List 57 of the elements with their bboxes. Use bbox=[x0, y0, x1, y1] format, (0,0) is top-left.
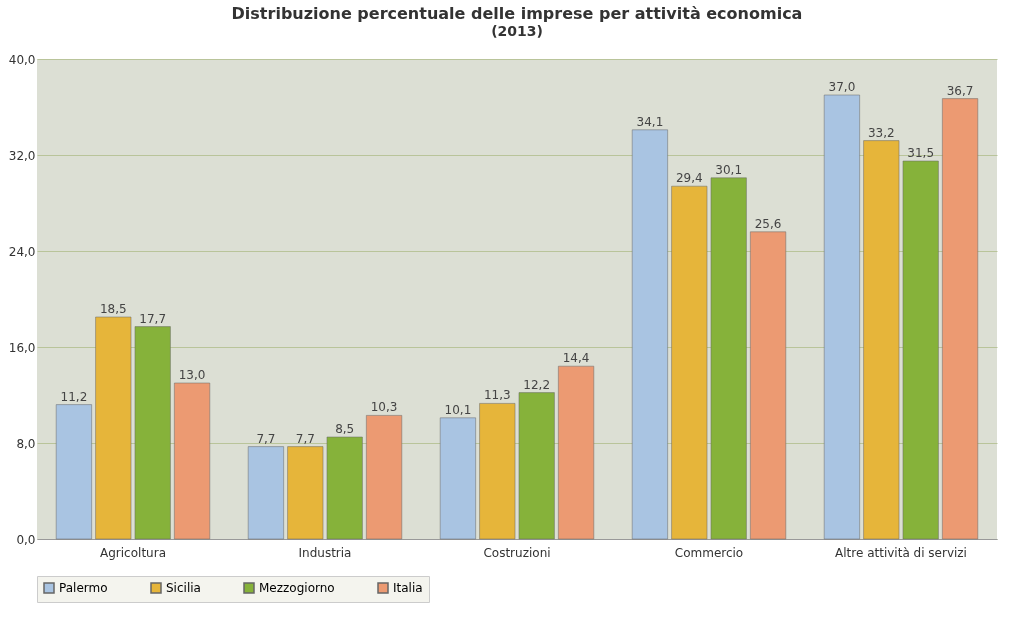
data-label: 10,1 bbox=[444, 402, 472, 417]
bar bbox=[366, 415, 403, 540]
bar bbox=[631, 129, 668, 540]
bar bbox=[55, 404, 92, 540]
bar bbox=[750, 231, 787, 540]
y-tick-label: 0,0 bbox=[16, 532, 36, 547]
y-tick-label: 40,0 bbox=[8, 52, 36, 67]
bar bbox=[479, 403, 516, 540]
legend-label: Mezzogiorno bbox=[259, 581, 335, 595]
bar bbox=[518, 392, 555, 540]
bar bbox=[134, 326, 171, 540]
data-label: 25,6 bbox=[754, 216, 782, 231]
data-label: 7,7 bbox=[295, 431, 315, 446]
data-label: 14,4 bbox=[562, 351, 590, 366]
y-tick-label: 16,0 bbox=[8, 340, 36, 355]
chart-title: Distribuzione percentuale delle imprese per attività economica bbox=[231, 4, 803, 23]
legend-label: Sicilia bbox=[166, 581, 201, 595]
data-label: 7,7 bbox=[256, 431, 276, 446]
data-label: 33,2 bbox=[867, 125, 895, 140]
data-label: 17,7 bbox=[139, 311, 167, 326]
bar bbox=[287, 446, 324, 540]
bar bbox=[247, 446, 284, 540]
data-label: 11,2 bbox=[60, 389, 88, 404]
bar bbox=[439, 417, 476, 540]
bar bbox=[326, 436, 363, 540]
x-tick-label: Altre attività di servizi bbox=[835, 545, 967, 560]
data-label: 36,7 bbox=[946, 83, 974, 98]
chart-subtitle: (2013) bbox=[491, 23, 543, 39]
data-label: 11,3 bbox=[483, 388, 511, 403]
y-tick-label: 8,0 bbox=[16, 436, 36, 451]
data-label: 30,1 bbox=[715, 162, 743, 177]
x-tick-label: Agricoltura bbox=[100, 545, 166, 560]
bar bbox=[863, 140, 900, 540]
bar bbox=[558, 365, 595, 540]
data-label: 8,5 bbox=[335, 422, 355, 436]
x-tick-label: Costruzioni bbox=[483, 545, 551, 560]
x-tick-label: Commercio bbox=[674, 545, 744, 560]
data-label: 29,4 bbox=[675, 171, 703, 186]
bar bbox=[823, 94, 860, 540]
data-label: 31,5 bbox=[907, 146, 935, 160]
y-tick-label: 24,0 bbox=[8, 244, 36, 259]
data-label: 10,3 bbox=[370, 400, 398, 415]
bar bbox=[902, 160, 939, 540]
data-label: 18,5 bbox=[99, 302, 127, 316]
y-tick-label: 32,0 bbox=[8, 148, 36, 163]
data-label: 37,0 bbox=[828, 80, 856, 94]
data-label: 12,2 bbox=[523, 377, 551, 392]
bar bbox=[174, 382, 211, 540]
legend-label: Palermo bbox=[59, 581, 108, 595]
x-tick-label: Industria bbox=[298, 545, 352, 560]
data-label: 34,1 bbox=[636, 114, 664, 129]
bar bbox=[95, 316, 132, 540]
bar bbox=[710, 177, 747, 540]
bar bbox=[671, 185, 708, 540]
data-label: 13,0 bbox=[178, 368, 206, 382]
legend-label: Italia bbox=[393, 581, 423, 595]
bar bbox=[942, 98, 979, 540]
